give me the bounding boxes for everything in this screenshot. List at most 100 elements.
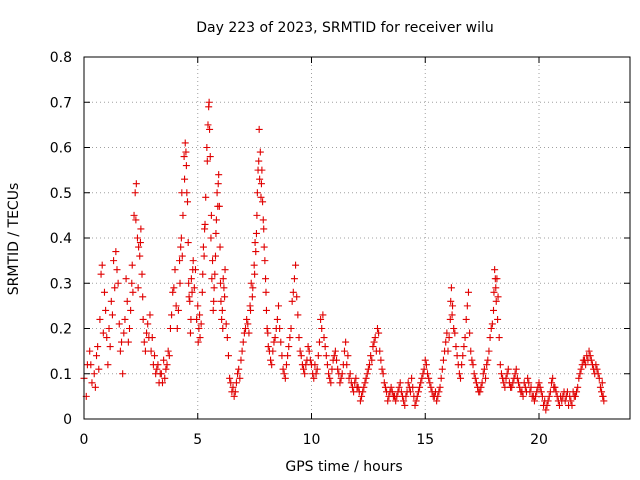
data-point	[280, 370, 288, 378]
data-point	[193, 315, 201, 323]
chart-title: Day 223 of 2023, SRMTID for receiver wil…	[196, 20, 494, 36]
data-point	[194, 338, 202, 346]
data-point	[393, 392, 401, 400]
data-point	[361, 379, 369, 387]
data-point	[484, 356, 492, 364]
data-point	[359, 388, 367, 396]
data-point	[500, 379, 508, 387]
data-point	[598, 388, 606, 396]
data-point	[470, 370, 478, 378]
data-point	[244, 320, 252, 328]
data-point	[304, 343, 312, 351]
data-point	[461, 334, 469, 342]
data-point	[267, 356, 275, 364]
data-point	[563, 388, 571, 396]
data-point	[136, 239, 144, 247]
x-tick-label: 0	[80, 432, 89, 448]
data-point	[165, 352, 173, 360]
y-tick-label: 0	[63, 412, 72, 428]
data-point	[472, 379, 480, 387]
y-tick-label: 0.4	[50, 231, 72, 247]
data-point	[448, 311, 456, 319]
data-point	[496, 361, 504, 369]
data-point	[211, 252, 219, 260]
data-point	[136, 252, 144, 260]
data-point	[231, 388, 239, 396]
data-point	[577, 365, 585, 373]
data-point	[404, 379, 412, 387]
data-point	[449, 302, 457, 310]
data-point	[366, 361, 374, 369]
data-point	[183, 189, 191, 197]
data-point	[201, 220, 209, 228]
data-point	[198, 288, 206, 296]
data-point	[114, 279, 122, 287]
data-point	[367, 352, 375, 360]
data-point	[237, 356, 245, 364]
data-point	[222, 320, 230, 328]
data-point	[495, 334, 503, 342]
data-point	[334, 365, 342, 373]
data-point	[179, 211, 187, 219]
data-point	[330, 352, 338, 360]
data-point	[282, 361, 290, 369]
data-point	[121, 315, 129, 323]
data-point	[311, 361, 319, 369]
data-point	[210, 284, 218, 292]
data-point	[247, 306, 255, 314]
data-point	[490, 306, 497, 314]
data-point	[215, 171, 223, 179]
data-point	[336, 379, 344, 387]
data-point	[295, 334, 303, 342]
data-point	[362, 374, 370, 382]
data-point	[249, 284, 257, 292]
data-point	[588, 361, 596, 369]
data-point	[337, 374, 345, 382]
data-point	[358, 392, 366, 400]
data-point	[585, 347, 593, 355]
data-point	[582, 361, 590, 369]
data-point	[288, 297, 296, 305]
data-point	[522, 388, 530, 396]
tick-labels: 0 0.1 0.2 0.3 0.4 0.5 0.6 0.7 0.8 0 5 10 15 20	[50, 50, 548, 448]
data-point	[196, 311, 204, 319]
data-point	[513, 374, 521, 382]
data-point	[206, 153, 214, 161]
data-point	[439, 356, 447, 364]
data-point	[552, 388, 560, 396]
data-point	[279, 365, 287, 373]
data-point	[163, 361, 171, 369]
data-point	[134, 284, 142, 292]
data-point	[272, 325, 280, 332]
data-point	[256, 175, 264, 183]
data-point	[573, 388, 581, 396]
data-point	[178, 252, 186, 260]
data-point	[119, 370, 127, 378]
data-point	[375, 329, 383, 337]
data-point	[414, 388, 422, 396]
data-point	[173, 325, 181, 332]
data-point	[595, 374, 603, 382]
data-point	[111, 284, 119, 292]
axis-ticks	[83, 56, 630, 420]
data-point	[574, 383, 582, 391]
data-point	[189, 257, 197, 265]
data-point	[188, 288, 196, 296]
x-axis-label: GPS time / hours	[285, 459, 402, 475]
data-point	[133, 234, 141, 242]
data-point	[371, 334, 379, 342]
data-point	[543, 401, 551, 409]
data-point	[181, 175, 189, 183]
data-point	[118, 338, 126, 346]
data-point	[491, 266, 499, 274]
data-point	[536, 383, 544, 391]
data-point	[323, 361, 331, 369]
data-point	[257, 193, 265, 201]
data-point	[320, 334, 328, 342]
data-point	[127, 306, 135, 314]
data-point	[138, 270, 146, 278]
data-point	[262, 288, 270, 296]
data-point	[388, 388, 396, 396]
data-point	[568, 401, 576, 409]
data-point	[289, 288, 297, 296]
